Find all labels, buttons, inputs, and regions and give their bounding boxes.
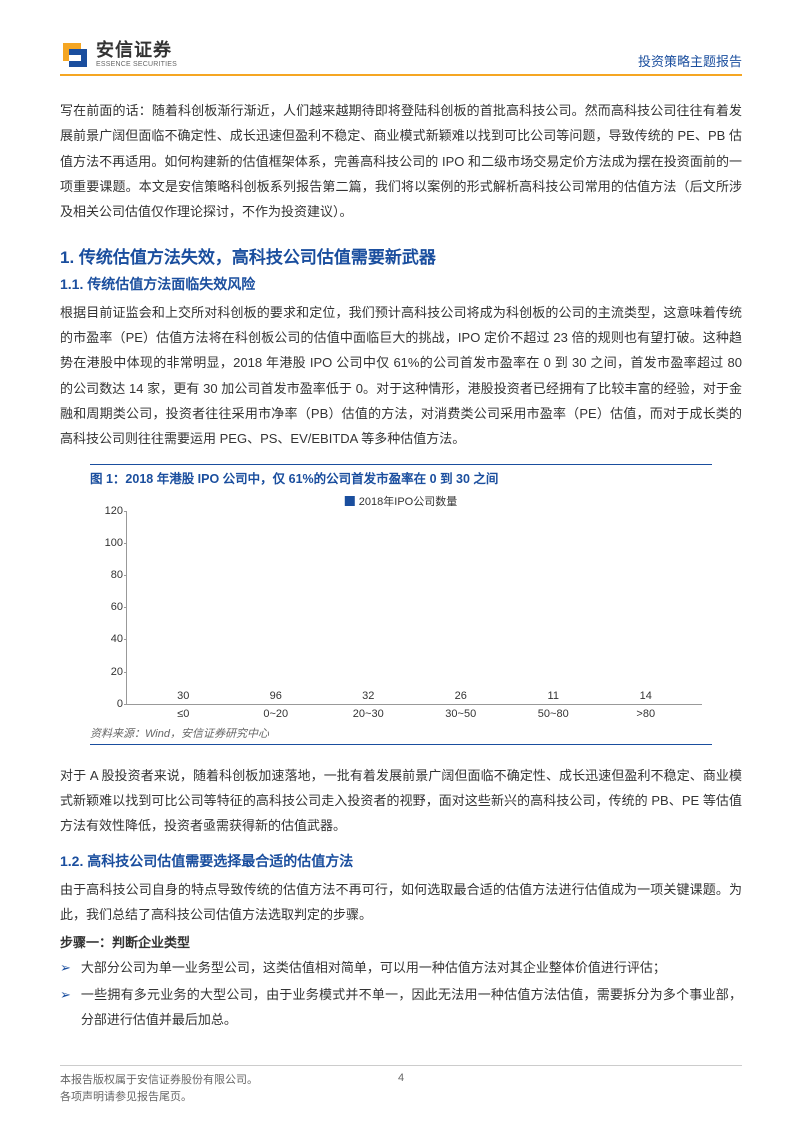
- bullet-text: 大部分公司为单一业务型公司，这类估值相对简单，可以用一种估值方法对其企业整体价值…: [81, 955, 666, 980]
- bar-column: 3220~30: [338, 690, 398, 704]
- logo-text-cn: 安信证券: [96, 41, 177, 61]
- x-axis-tick: 20~30: [353, 708, 384, 720]
- y-axis-tick: 80: [97, 569, 123, 581]
- y-axis-tick: 120: [97, 505, 123, 517]
- section-1-1-heading: 1.1. 传统估值方法面临失效风险: [60, 274, 742, 294]
- list-item: ➢一些拥有多元业务的大型公司，由于业务模式并不单一，因此无法用一种估值方法估值，…: [60, 982, 742, 1033]
- chart-1-plot: 2018年IPO公司数量 02040608010012030≤0960~2032…: [90, 493, 712, 723]
- section-1-heading: 1. 传统估值方法失效，高科技公司估值需要新武器: [60, 243, 742, 268]
- intro-paragraph: 写在前面的话：随着科创板渐行渐近，人们越来越期待即将登陆科创板的首批高科技公司。…: [60, 98, 742, 225]
- bar-column: 1150~80: [523, 690, 583, 704]
- page-number: 4: [398, 1072, 404, 1084]
- x-axis-tick: ≤0: [177, 708, 189, 720]
- bar-column: 14>80: [616, 690, 676, 704]
- chart-1-legend: 2018年IPO公司数量: [345, 493, 457, 509]
- bar-value-label: 11: [548, 690, 559, 702]
- logo-text-en: ESSENCE SECURITIES: [96, 61, 177, 69]
- chart-1-title: 图 1：2018 年港股 IPO 公司中，仅 61%的公司首发市盈率在 0 到 …: [90, 464, 712, 487]
- y-axis-tick: 0: [97, 698, 123, 710]
- legend-label: 2018年IPO公司数量: [359, 493, 457, 509]
- section-1-1-body: 根据目前证监会和上交所对科创板的要求和定位，我们预计高科技公司将成为科创板的公司…: [60, 300, 742, 452]
- bullet-icon: ➢: [60, 955, 71, 980]
- bar-column: 30≤0: [153, 690, 213, 704]
- header-report-type: 投资策略主题报告: [638, 51, 742, 70]
- bar-value-label: 14: [640, 690, 652, 702]
- bar-value-label: 26: [455, 690, 467, 702]
- bar-value-label: 30: [177, 690, 189, 702]
- bar-column: 2630~50: [431, 690, 491, 704]
- bar-value-label: 32: [362, 690, 374, 702]
- y-axis-tick: 100: [97, 537, 123, 549]
- bar-value-label: 96: [270, 690, 282, 702]
- bar-column: 960~20: [246, 690, 306, 704]
- y-axis-tick: 20: [97, 666, 123, 678]
- list-item: ➢ 大部分公司为单一业务型公司，这类估值相对简单，可以用一种估值方法对其企业整体价…: [60, 955, 742, 980]
- post-chart-paragraph: 对于 A 股投资者来说，随着科创板加速落地，一批有着发展前景广阔但面临不确定性、…: [60, 763, 742, 839]
- footer-copyright: 本报告版权属于安信证券股份有限公司。: [60, 1072, 258, 1089]
- step-1-label: 步骤一：判断企业类型: [60, 932, 742, 951]
- y-axis-tick: 40: [97, 633, 123, 645]
- bullet-icon: ➢: [60, 982, 71, 1033]
- y-axis-tick: 60: [97, 601, 123, 613]
- x-axis-tick: >80: [636, 708, 655, 720]
- step-1-bullet-list: ➢ 大部分公司为单一业务型公司，这类估值相对简单，可以用一种估值方法对其企业整体价…: [60, 955, 742, 1033]
- logo: 安信证券 ESSENCE SECURITIES: [60, 40, 177, 70]
- bullet-text: 一些拥有多元业务的大型公司，由于业务模式并不单一，因此无法用一种估值方法估值，需…: [81, 982, 742, 1033]
- legend-swatch-icon: [345, 496, 355, 506]
- x-axis-tick: 30~50: [445, 708, 476, 720]
- page-header: 安信证券 ESSENCE SECURITIES 投资策略主题报告: [60, 40, 742, 76]
- section-1-2-body: 由于高科技公司自身的特点导致传统的估值方法不再可行，如何选取最合适的估值方法进行…: [60, 877, 742, 928]
- chart-1-container: 图 1：2018 年港股 IPO 公司中，仅 61%的公司首发市盈率在 0 到 …: [90, 464, 712, 745]
- page-footer: 本报告版权属于安信证券股份有限公司。 各项声明请参见报告尾页。 4: [60, 1065, 742, 1105]
- logo-mark-icon: [60, 40, 90, 70]
- chart-1-source: 资料来源：Wind，安信证券研究中心: [90, 725, 712, 745]
- section-1-2-heading: 1.2. 高科技公司估值需要选择最合适的估值方法: [60, 851, 742, 871]
- x-axis-tick: 50~80: [538, 708, 569, 720]
- x-axis-tick: 0~20: [263, 708, 288, 720]
- footer-disclaimer: 各项声明请参见报告尾页。: [60, 1089, 258, 1106]
